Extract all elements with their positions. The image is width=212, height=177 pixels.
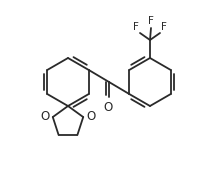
Text: F: F xyxy=(161,22,167,32)
Text: O: O xyxy=(40,110,50,122)
Text: F: F xyxy=(148,16,154,26)
Text: O: O xyxy=(86,110,95,122)
Text: O: O xyxy=(103,101,113,114)
Text: F: F xyxy=(133,22,139,32)
